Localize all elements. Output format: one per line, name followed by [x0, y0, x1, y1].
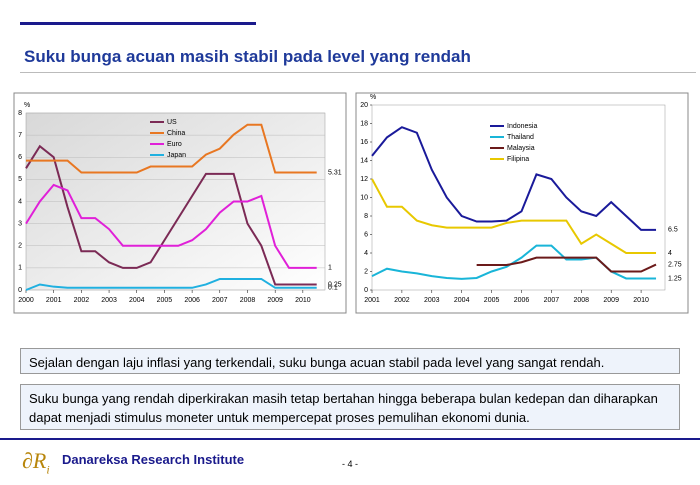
- y-tick-label: 2: [364, 268, 368, 275]
- x-tick-label: 2004: [454, 297, 470, 304]
- end-label: 0.25: [328, 281, 342, 288]
- top-rule: [20, 22, 256, 25]
- legend-label: Filipina: [507, 156, 529, 163]
- x-tick-label: 2009: [603, 297, 619, 304]
- y-tick-label: 0: [18, 287, 22, 294]
- line: [25, 144, 317, 286]
- slide-title: Suku bunga acuan masih stabil pada level…: [24, 47, 471, 66]
- legend-label: Japan: [167, 152, 186, 159]
- logo-sub: i: [46, 462, 50, 477]
- x-tick-label: 2003: [424, 297, 440, 304]
- end-label: 2.75: [668, 261, 682, 268]
- x-tick-label: 2002: [74, 297, 90, 304]
- footer-rule: [0, 438, 700, 440]
- y-axis-label: %: [24, 102, 30, 109]
- y-tick-label: 3: [18, 220, 22, 227]
- y-tick-label: 0: [364, 287, 368, 294]
- x-tick-label: 2006: [184, 297, 200, 304]
- title-rule: [20, 72, 696, 73]
- y-tick-label: 8: [18, 110, 22, 117]
- line: [25, 277, 317, 291]
- institute: Danareksa Research Institute: [62, 452, 245, 467]
- end-label: 5.31: [328, 169, 342, 176]
- end-label: 0.1: [328, 285, 338, 292]
- x-tick-label: 2003: [101, 297, 117, 304]
- paragraph: Suku bunga yang rendah diperkirakan masi…: [20, 384, 680, 430]
- line: [26, 123, 317, 174]
- x-tick-label: 2005: [157, 297, 173, 304]
- y-tick-label: 8: [364, 213, 368, 220]
- y-tick-label: 1: [18, 265, 22, 272]
- end-label: 4: [668, 250, 672, 257]
- x-tick-label: 2008: [240, 297, 256, 304]
- x-tick-label: 2001: [364, 297, 380, 304]
- y-tick-label: 4: [18, 198, 22, 205]
- x-tick-label: 2007: [544, 297, 560, 304]
- y-tick-label: 6: [364, 231, 368, 238]
- x-tick-label: 2010: [633, 297, 649, 304]
- x-tick-label: 2002: [394, 297, 410, 304]
- end-label: 6.5: [668, 227, 678, 234]
- line: [371, 178, 657, 254]
- y-tick-label: 14: [360, 157, 368, 164]
- y-tick-label: 7: [18, 132, 22, 139]
- x-tick-label: 2009: [267, 297, 283, 304]
- line: [25, 183, 317, 269]
- y-tick-label: 18: [360, 120, 368, 127]
- y-tick-label: 5: [18, 176, 22, 183]
- y-tick-label: 12: [360, 176, 368, 183]
- y-tick-label: 16: [360, 139, 368, 146]
- page-number: - 4 -: [342, 459, 359, 469]
- end-label: 1: [328, 265, 332, 272]
- legend-label: Thailand: [507, 134, 534, 141]
- y-tick-label: 2: [18, 243, 22, 250]
- x-tick-label: 2004: [129, 297, 145, 304]
- x-tick-label: 2000: [18, 297, 34, 304]
- logo: ∂Ri: [22, 448, 50, 477]
- legend-label: US: [167, 119, 177, 126]
- x-tick-label: 2001: [46, 297, 62, 304]
- y-tick-label: 6: [18, 154, 22, 161]
- x-tick-label: 2006: [514, 297, 530, 304]
- x-tick-label: 2005: [484, 297, 500, 304]
- logo-text: ∂R: [22, 448, 47, 473]
- legend-label: Euro: [167, 141, 182, 148]
- y-tick-label: 4: [364, 250, 368, 257]
- legend-label: Indonesia: [507, 123, 537, 130]
- end-label: 1.25: [668, 275, 682, 282]
- x-tick-label: 2007: [212, 297, 228, 304]
- y-tick-label: 20: [360, 102, 368, 109]
- y-tick-label: 10: [360, 194, 368, 201]
- line: [476, 256, 657, 273]
- y-axis-label: %: [370, 94, 376, 101]
- legend-label: Malaysia: [507, 145, 535, 152]
- x-tick-label: 2010: [295, 297, 311, 304]
- x-tick-label: 2008: [573, 297, 589, 304]
- line: [371, 126, 657, 231]
- legend-label: China: [167, 130, 185, 137]
- paragraph: Sejalan dengan laju inflasi yang terkend…: [20, 348, 680, 374]
